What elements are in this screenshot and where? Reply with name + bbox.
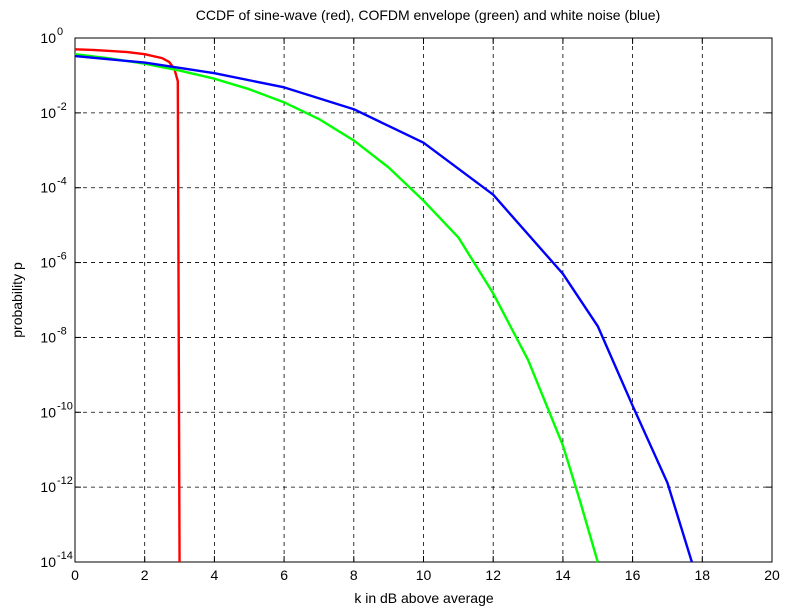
y-tick-exponent: -12	[57, 475, 73, 487]
x-tick-label: 0	[71, 567, 79, 583]
y-tick-label: 10 -10	[40, 400, 72, 420]
y-tick-label: 10 -14	[40, 550, 72, 570]
x-tick-label: 10	[416, 567, 432, 583]
sine-wave-line	[74, 48, 181, 563]
y-tick-exponent: -8	[57, 325, 67, 337]
y-axis-label: probability p	[9, 262, 25, 338]
x-tick-label: 8	[350, 567, 358, 583]
x-tick-label: 18	[695, 567, 711, 583]
chart-title: CCDF of sine-wave (red), COFDM envelope …	[196, 7, 661, 23]
y-tick-base: 10	[40, 30, 56, 46]
x-tick-label: 14	[555, 567, 571, 583]
y-tick-base: 10	[40, 479, 56, 495]
y-tick-label: 10 -8	[40, 325, 66, 345]
x-tick-label: 20	[764, 567, 780, 583]
x-tick-labels: 0 2 4 6 8 10 12 14 16 18 20	[71, 567, 780, 583]
y-tick-base: 10	[40, 255, 56, 271]
x-tick-label: 2	[141, 567, 149, 583]
y-tick-base: 10	[40, 404, 56, 420]
y-tick-exponent: 0	[57, 26, 63, 38]
tick-marks	[74, 37, 773, 563]
x-tick-label: 12	[485, 567, 501, 583]
y-tick-base: 10	[40, 554, 56, 570]
y-tick-label: 10 -2	[40, 101, 66, 121]
white-noise-line	[74, 54, 693, 563]
x-tick-label: 16	[625, 567, 641, 583]
series-group	[74, 48, 693, 563]
cofdm-envelope-line	[74, 53, 599, 563]
y-tick-base: 10	[40, 180, 56, 196]
x-axis-label: k in dB above average	[354, 590, 494, 606]
y-tick-exponent: -2	[57, 101, 67, 113]
y-tick-exponent: -10	[57, 400, 73, 412]
y-tick-exponent: -4	[57, 176, 67, 188]
y-tick-exponent: -14	[57, 550, 73, 562]
y-tick-label: 10 -6	[40, 251, 66, 271]
x-tick-label: 4	[211, 567, 219, 583]
y-tick-label: 10 -4	[40, 176, 66, 196]
y-tick-label: 10 0	[40, 26, 63, 46]
y-tick-exponent: -6	[57, 251, 67, 263]
y-tick-label: 10 -12	[40, 475, 72, 495]
y-tick-base: 10	[40, 105, 56, 121]
x-tick-label: 6	[280, 567, 288, 583]
y-tick-base: 10	[40, 329, 56, 345]
